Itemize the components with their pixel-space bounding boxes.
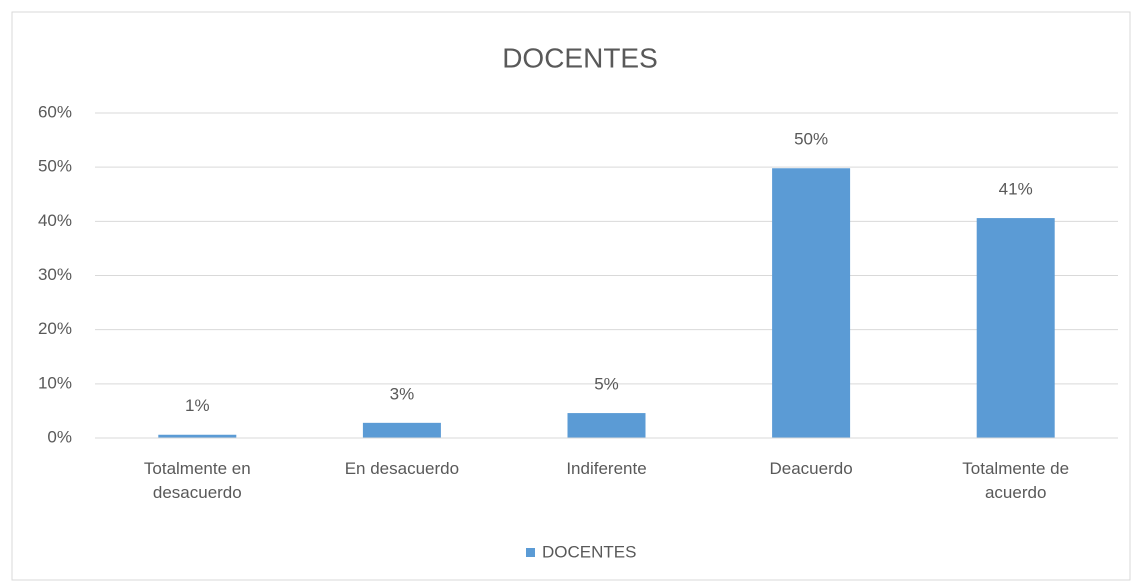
- bar: [567, 413, 646, 438]
- y-tick-label: 50%: [38, 157, 72, 176]
- y-tick-label: 60%: [38, 102, 72, 121]
- bar: [362, 422, 441, 438]
- data-label: 3%: [390, 384, 415, 403]
- x-tick-label: Deacuerdo: [769, 459, 853, 478]
- y-tick-label: 20%: [38, 319, 72, 338]
- x-tick-label: Indiferente: [566, 459, 647, 478]
- y-tick-label: 10%: [38, 373, 72, 392]
- x-tick-label: En desacuerdo: [344, 459, 460, 478]
- data-label: 41%: [999, 180, 1033, 199]
- bar: [976, 218, 1055, 438]
- chart-border: [11, 11, 1131, 581]
- data-label: 50%: [794, 130, 828, 149]
- data-label: 1%: [185, 396, 210, 415]
- bar: [772, 168, 851, 438]
- bar: [158, 434, 237, 438]
- legend-swatch: [526, 548, 535, 557]
- y-tick-label: 30%: [38, 265, 72, 284]
- x-tick-label: Totalmente de acuerdo: [962, 459, 1070, 502]
- y-tick-label: 0%: [47, 427, 72, 446]
- chart-title: DOCENTES: [502, 42, 658, 73]
- y-tick-label: 40%: [38, 211, 72, 230]
- data-label: 5%: [594, 375, 619, 394]
- legend-label: DOCENTES: [542, 542, 636, 561]
- x-tick-label: Totalmente en desacuerdo: [143, 459, 251, 502]
